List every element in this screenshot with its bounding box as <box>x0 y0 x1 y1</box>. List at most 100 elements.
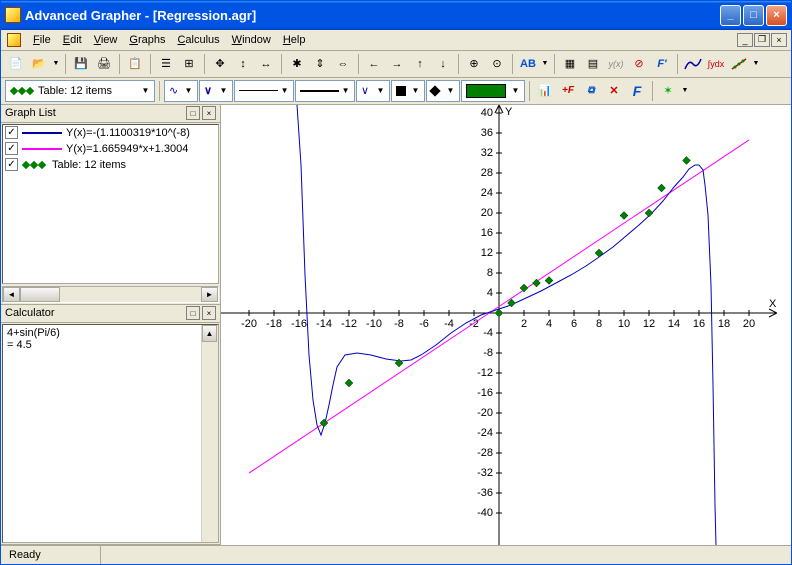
hcenter-button[interactable]: ⇔ <box>332 53 354 75</box>
fx-button[interactable]: y(x) <box>605 53 627 75</box>
menu-help[interactable]: Help <box>277 32 312 48</box>
new-button[interactable]: 📄 <box>5 53 27 75</box>
list1-button[interactable]: ☰ <box>155 53 177 75</box>
svg-text:28: 28 <box>481 167 493 179</box>
menu-graphs[interactable]: Graphs <box>123 32 171 48</box>
menu-file[interactable]: File <box>27 32 57 48</box>
svg-text:18: 18 <box>718 318 730 330</box>
list-item[interactable]: ✓ Y(x)=-(1.1100319*10^(-8) <box>3 125 218 141</box>
graph-list-header[interactable]: Graph List □ × <box>1 105 220 123</box>
text-label-button[interactable]: AB <box>517 53 539 75</box>
trend-dropdown-icon[interactable]: ▼ <box>751 53 761 75</box>
app-icon <box>5 7 21 23</box>
graph-list-body[interactable]: ✓ Y(x)=-(1.1100319*10^(-8) ✓Y(x)=1.665949*… <box>2 124 219 284</box>
checkbox[interactable]: ✓ <box>5 158 18 171</box>
open-dropdown-icon[interactable]: ▼ <box>51 53 61 75</box>
list-item[interactable]: ✓Table: 12 items <box>3 157 218 173</box>
curve-preview-button[interactable] <box>682 53 704 75</box>
marker-square-dropdown[interactable]: ▼ <box>391 80 425 102</box>
grid2-button[interactable]: ▤ <box>582 53 604 75</box>
item-label: Y(x)=-(1.1100319*10^(-8) <box>66 127 190 139</box>
hscroll-thumb[interactable] <box>20 287 60 302</box>
panel-close-button[interactable]: × <box>202 106 216 120</box>
props-button[interactable]: 📊 <box>534 80 556 102</box>
big-f-button[interactable]: F <box>626 80 648 102</box>
svg-text:-4: -4 <box>444 318 454 330</box>
calc-float-button[interactable]: □ <box>186 306 200 320</box>
graph-select-dropdown[interactable]: Table: 12 items ▼ <box>5 80 155 102</box>
svg-text:-16: -16 <box>291 318 307 330</box>
derivative-button[interactable]: F' <box>651 53 673 75</box>
titlebar[interactable]: Advanced Grapher - [Regression.agr] _ □ … <box>1 1 791 30</box>
menubar: File Edit View Graphs Calculus Window He… <box>1 30 791 51</box>
svg-text:12: 12 <box>643 318 655 330</box>
line-thick-dropdown[interactable]: ▼ <box>295 80 355 102</box>
diamond-icon <box>38 161 46 169</box>
menu-window[interactable]: Window <box>226 32 277 48</box>
save-button[interactable]: 💾 <box>70 53 92 75</box>
hscroll-left-button[interactable]: ◄ <box>3 287 20 302</box>
dup-f-button[interactable]: ⧉ <box>580 80 602 102</box>
body-area: Graph List □ × ✓ Y(x)=-(1.1100319*10^(-8)… <box>1 105 791 545</box>
svg-text:24: 24 <box>481 187 493 199</box>
mdi-icon[interactable] <box>7 33 21 47</box>
menu-edit[interactable]: Edit <box>57 32 88 48</box>
calc-vscroll[interactable]: ▲ <box>201 325 218 542</box>
integral-button[interactable]: ∫ydx <box>705 53 727 75</box>
color-dropdown[interactable]: ▼ <box>461 80 525 102</box>
svg-text:-6: -6 <box>419 318 429 330</box>
star-dropdown-icon[interactable]: ▼ <box>680 80 690 102</box>
vcenter-button[interactable]: ⇕ <box>309 53 331 75</box>
menu-view[interactable]: View <box>88 32 124 48</box>
trend-button[interactable] <box>728 53 750 75</box>
mdi-close-button[interactable]: × <box>771 33 787 47</box>
copy-button[interactable]: 📋 <box>124 53 146 75</box>
marker-diamond-dropdown[interactable]: ▼ <box>426 80 460 102</box>
no-curve-button[interactable]: ⊘ <box>628 53 650 75</box>
add-f-button[interactable]: +F <box>557 80 579 102</box>
hscroll-right-button[interactable]: ► <box>201 287 218 302</box>
line-thin-dropdown[interactable]: ▼ <box>234 80 294 102</box>
vscroll-up-button[interactable]: ▲ <box>202 325 217 342</box>
target-button[interactable]: ⊙ <box>486 53 508 75</box>
maximize-button[interactable]: □ <box>743 5 764 26</box>
list2-button[interactable]: ⊞ <box>178 53 200 75</box>
calc-close-button[interactable]: × <box>202 306 216 320</box>
graph-list-hscroll[interactable]: ◄ ► <box>2 286 219 303</box>
up-button[interactable]: ↑ <box>409 53 431 75</box>
calculator-header[interactable]: Calculator □ × <box>1 305 220 323</box>
checkbox[interactable]: ✓ <box>5 126 18 139</box>
crosshair-button[interactable]: ⊕ <box>463 53 485 75</box>
resize-v-button[interactable]: ↕ <box>232 53 254 75</box>
right-button[interactable]: → <box>386 53 408 75</box>
open-button[interactable]: 📂 <box>28 53 50 75</box>
mdi-minimize-button[interactable]: _ <box>737 33 753 47</box>
resize-h-button[interactable]: ↔ <box>255 53 277 75</box>
marker-chevron-dropdown[interactable]: ∨▼ <box>356 80 390 102</box>
minimize-button[interactable]: _ <box>720 5 741 26</box>
zoom-center-button[interactable]: ✱ <box>286 53 308 75</box>
text-dropdown-icon[interactable]: ▼ <box>540 53 550 75</box>
svg-text:-36: -36 <box>477 487 493 499</box>
print-button[interactable]: 🖨 <box>93 53 115 75</box>
calc-line: 4+sin(Pi/6) <box>7 327 214 339</box>
close-button[interactable]: × <box>766 5 787 26</box>
menu-calculus[interactable]: Calculus <box>171 32 225 48</box>
panel-float-button[interactable]: □ <box>186 106 200 120</box>
delete-button[interactable]: ✕ <box>603 80 625 102</box>
checkbox[interactable]: ✓ <box>5 142 18 155</box>
list-item[interactable]: ✓Y(x)=1.665949*x+1.3004 <box>3 141 218 157</box>
down-button[interactable]: ↓ <box>432 53 454 75</box>
graph-select-label: Table: 12 items <box>38 85 112 97</box>
calc-line: = 4.5 <box>7 339 214 351</box>
wave1-dropdown[interactable]: ∿▼ <box>164 80 198 102</box>
mdi-restore-button[interactable]: ❐ <box>754 33 770 47</box>
star-tool-button[interactable]: ✶ <box>657 80 679 102</box>
calculator-body[interactable]: 4+sin(Pi/6) = 4.5 ▲ <box>2 324 219 543</box>
left-button[interactable]: ← <box>363 53 385 75</box>
move-button[interactable]: ✥ <box>209 53 231 75</box>
plot-area[interactable]: XY-20-18-16-14-12-10-8-6-4-2246810121416… <box>221 105 791 545</box>
grid1-button[interactable]: ▦ <box>559 53 581 75</box>
wave2-dropdown[interactable]: ∨▼ <box>199 80 233 102</box>
toolbar-props: Table: 12 items ▼ ∿▼ ∨▼ ▼ ▼ ∨▼ ▼ ▼ ▼ 📊 +… <box>1 78 791 105</box>
